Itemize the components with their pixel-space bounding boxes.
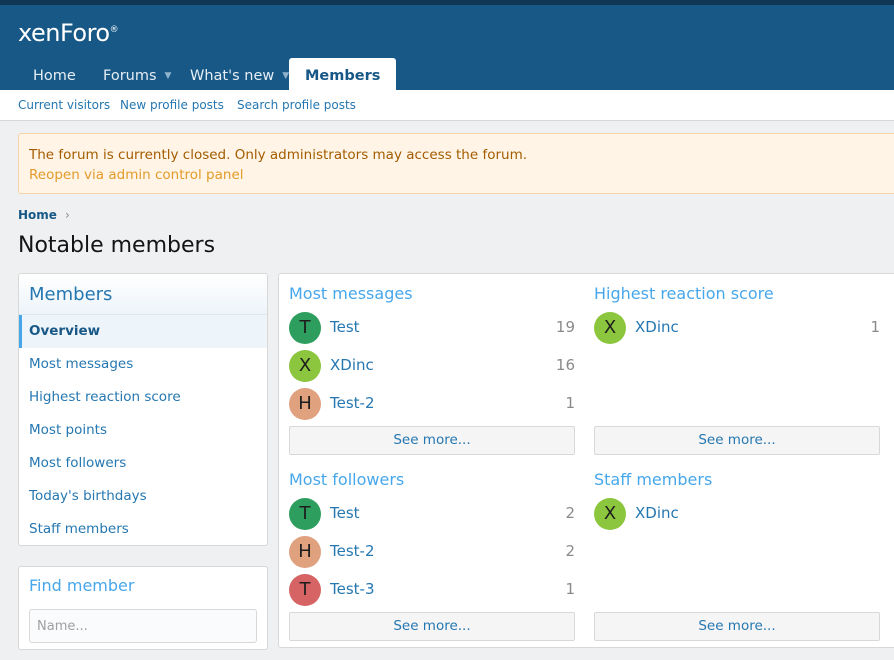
see-more-button[interactable]: See more... — [289, 426, 575, 455]
sub-navigation: Current visitors New profile posts Searc… — [0, 90, 894, 121]
member-row: H Test-2 2 — [289, 533, 575, 571]
member-name[interactable]: Test-2 — [330, 394, 375, 412]
member-name[interactable]: Test — [330, 504, 360, 522]
avatar[interactable]: H — [289, 536, 321, 568]
member-name[interactable]: Test-3 — [330, 580, 375, 598]
sidebar-title: Members — [19, 274, 267, 315]
chevron-down-icon[interactable]: ▼ — [164, 71, 172, 81]
panel-most-followers: Most followers T Test 2 H Test-2 2 T Tes… — [289, 465, 575, 641]
subnav-search-profile-posts[interactable]: Search profile posts — [237, 98, 356, 112]
panel-title[interactable]: Highest reaction score — [594, 284, 774, 303]
sidebar-item-most-messages[interactable]: Most messages — [29, 356, 134, 372]
sidebar-item-overview[interactable]: Overview — [19, 315, 267, 348]
nav-tab-members[interactable]: Members — [289, 58, 397, 95]
member-name[interactable]: Test — [330, 318, 360, 336]
panel-staff-members: Staff members X XDinc See more... — [594, 465, 880, 641]
find-member-title: Find member — [29, 576, 135, 595]
member-row: T Test-3 1 — [289, 571, 575, 609]
member-name[interactable]: XDinc — [330, 356, 374, 374]
members-sidebar: Members Overview Most messages Highest r… — [18, 273, 268, 546]
see-more-button[interactable]: See more... — [594, 426, 880, 455]
panel-title[interactable]: Most followers — [289, 470, 405, 489]
member-row: X XDinc 16 — [289, 347, 575, 385]
sidebar-item-most-followers[interactable]: Most followers — [29, 455, 127, 471]
member-row: T Test 19 — [289, 309, 575, 347]
member-count: 2 — [565, 504, 575, 522]
panel-title[interactable]: Staff members — [594, 470, 713, 489]
see-more-button[interactable]: See more... — [289, 612, 575, 641]
nav-tab-home[interactable]: Home — [33, 68, 76, 84]
member-name[interactable]: Test-2 — [330, 542, 375, 560]
reopen-link[interactable]: Reopen via admin control panel — [29, 167, 244, 183]
sidebar-item-most-points[interactable]: Most points — [29, 422, 107, 438]
site-logo[interactable]: xenForo® — [18, 19, 119, 47]
panel-title[interactable]: Most messages — [289, 284, 413, 303]
avatar[interactable]: T — [289, 498, 321, 530]
breadcrumb: Home › — [18, 208, 70, 222]
member-count: 2 — [565, 542, 575, 560]
find-member-input[interactable] — [29, 609, 257, 643]
notice-text: The forum is currently closed. Only admi… — [29, 147, 528, 163]
avatar[interactable]: X — [594, 312, 626, 344]
avatar[interactable]: T — [289, 312, 321, 344]
subnav-new-profile-posts[interactable]: New profile posts — [120, 98, 224, 112]
page-title: Notable members — [18, 233, 216, 258]
sidebar-item-staff-members[interactable]: Staff members — [29, 521, 129, 537]
chevron-right-icon: › — [64, 208, 70, 222]
notable-members-content: Most messages T Test 19 X XDinc 16 H Tes… — [278, 273, 894, 648]
nav-tab-forums[interactable]: Forums ▼ — [103, 58, 171, 95]
member-row: H Test-2 1 — [289, 385, 575, 423]
member-name[interactable]: XDinc — [635, 318, 679, 336]
avatar[interactable]: T — [289, 574, 321, 606]
panel-highest-reaction-score: Highest reaction score X XDinc 1 See mor… — [594, 279, 880, 455]
find-member-block: Find member — [18, 566, 268, 650]
sidebar-item-highest-reaction-score[interactable]: Highest reaction score — [29, 389, 181, 405]
member-row: T Test 2 — [289, 495, 575, 533]
nav-tab-whats-new[interactable]: What's new ▼ — [190, 58, 289, 95]
member-count: 1 — [565, 580, 575, 598]
avatar[interactable]: X — [594, 498, 626, 530]
member-count: 1 — [565, 394, 575, 412]
chevron-down-icon[interactable]: ▼ — [282, 71, 290, 81]
see-more-button[interactable]: See more... — [594, 612, 880, 641]
panel-most-messages: Most messages T Test 19 X XDinc 16 H Tes… — [289, 279, 575, 455]
member-count: 19 — [555, 318, 575, 336]
member-count: 16 — [555, 356, 575, 374]
member-row: X XDinc 1 — [594, 309, 880, 347]
forum-closed-notice: The forum is currently closed. Only admi… — [18, 133, 894, 194]
sidebar-item-todays-birthdays[interactable]: Today's birthdays — [29, 488, 147, 504]
member-count: 1 — [870, 318, 880, 336]
avatar[interactable]: X — [289, 350, 321, 382]
site-header: xenForo® Home Forums ▼ What's new ▼ Member… — [0, 0, 894, 95]
member-row: X XDinc — [594, 495, 880, 533]
avatar[interactable]: H — [289, 388, 321, 420]
breadcrumb-home[interactable]: Home — [18, 208, 57, 222]
subnav-current-visitors[interactable]: Current visitors — [18, 98, 111, 112]
member-name[interactable]: XDinc — [635, 504, 679, 522]
